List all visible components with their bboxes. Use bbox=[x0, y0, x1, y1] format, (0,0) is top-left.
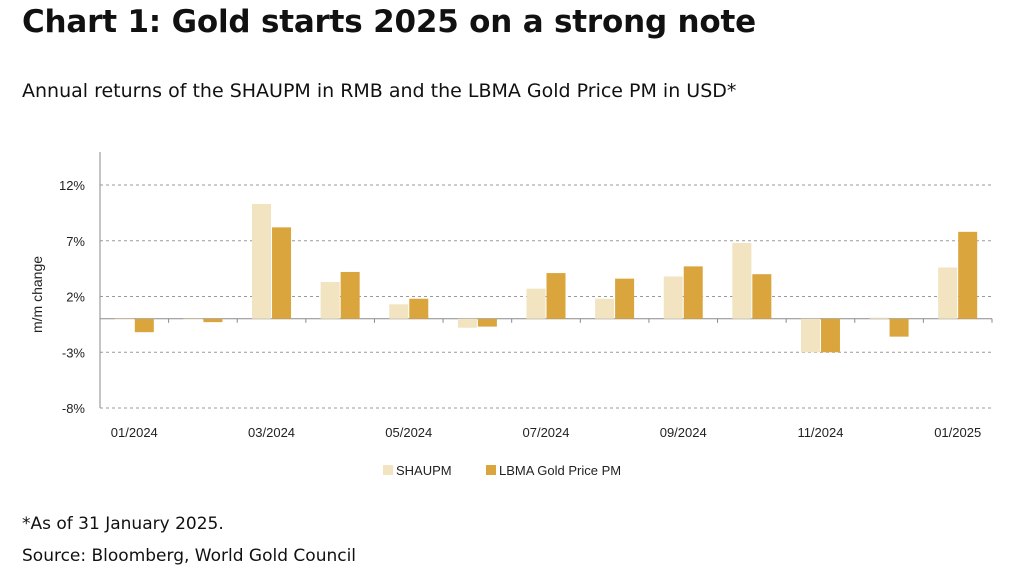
bar-shaupm-10-2024 bbox=[732, 242, 752, 319]
chart-subtitle: Annual returns of the SHAUPM in RMB and … bbox=[22, 80, 737, 102]
bar-lbma-08-2024 bbox=[615, 278, 635, 319]
y-tick-label: 7% bbox=[66, 234, 85, 249]
chart-title: Chart 1: Gold starts 2025 on a strong no… bbox=[22, 4, 756, 40]
bar-lbma-07-2024 bbox=[546, 273, 566, 319]
bar-lbma-09-2024 bbox=[683, 266, 703, 319]
legend-swatch-shaupm bbox=[383, 465, 393, 475]
x-tick-label: 11/2024 bbox=[797, 425, 843, 440]
y-tick-label: -3% bbox=[62, 345, 86, 360]
bar-shaupm-04-2024 bbox=[320, 282, 340, 319]
bar-lbma-01-2024 bbox=[134, 318, 154, 333]
gridlines bbox=[100, 184, 992, 409]
x-tick-label: 07/2024 bbox=[523, 425, 570, 440]
bar-shaupm-03-2024 bbox=[252, 203, 272, 319]
bar-lbma-01-2025 bbox=[958, 231, 978, 319]
bar-shaupm-05-2024 bbox=[389, 304, 409, 319]
bar-lbma-02-2024 bbox=[203, 318, 223, 323]
bars bbox=[114, 203, 993, 353]
bar-shaupm-07-2024 bbox=[526, 288, 546, 319]
bar-shaupm-08-2024 bbox=[595, 298, 615, 319]
bar-lbma-11-2024 bbox=[820, 318, 840, 353]
x-tick-label: 01/2025 bbox=[934, 425, 981, 440]
bar-lbma-10-2024 bbox=[752, 274, 772, 319]
bar-lbma-05-2024 bbox=[409, 298, 429, 319]
bar-shaupm-06-2024 bbox=[457, 318, 477, 328]
legend: SHAUPM LBMA Gold Price PM bbox=[383, 463, 621, 478]
footnote: *As of 31 January 2025. bbox=[22, 514, 224, 534]
bar-shaupm-12-2024 bbox=[869, 317, 889, 319]
legend-label-shaupm: SHAUPM bbox=[396, 463, 452, 478]
bar-shaupm-01-2025 bbox=[938, 267, 958, 319]
bar-lbma-03-2024 bbox=[272, 227, 292, 319]
bar-lbma-06-2024 bbox=[477, 318, 497, 327]
y-tick-label: 12% bbox=[59, 178, 85, 193]
y-tick-label: 2% bbox=[66, 290, 85, 305]
bar-shaupm-02-2024 bbox=[183, 318, 203, 320]
bar-shaupm-09-2024 bbox=[663, 276, 683, 319]
bar-shaupm-11-2024 bbox=[800, 318, 820, 353]
legend-label-lbma: LBMA Gold Price PM bbox=[499, 463, 621, 478]
x-tick-label: 01/2024 bbox=[111, 425, 158, 440]
bar-chart: 12%7%2%-3%-8% m/m change 01/2024 03/2024 0… bbox=[29, 152, 993, 478]
x-tick-label: 05/2024 bbox=[385, 425, 432, 440]
legend-swatch-lbma bbox=[486, 465, 496, 475]
bar-lbma-04-2024 bbox=[340, 271, 360, 319]
y-tick-labels: 12% 7% 2% -3% -8% bbox=[59, 178, 85, 416]
x-tick-labels: 01/2024 03/2024 05/2024 07/2024 09/2024 11/20… bbox=[111, 425, 981, 440]
bar-lbma-12-2024 bbox=[889, 318, 909, 337]
y-axis-label: m/m change bbox=[29, 256, 45, 333]
source-note: Source: Bloomberg, World Gold Council bbox=[22, 546, 357, 566]
x-tick-label: 03/2024 bbox=[248, 425, 295, 440]
bar-shaupm-01-2024 bbox=[114, 318, 134, 320]
y-tick-label: -8% bbox=[62, 401, 86, 416]
x-tick-label: 09/2024 bbox=[660, 425, 707, 440]
